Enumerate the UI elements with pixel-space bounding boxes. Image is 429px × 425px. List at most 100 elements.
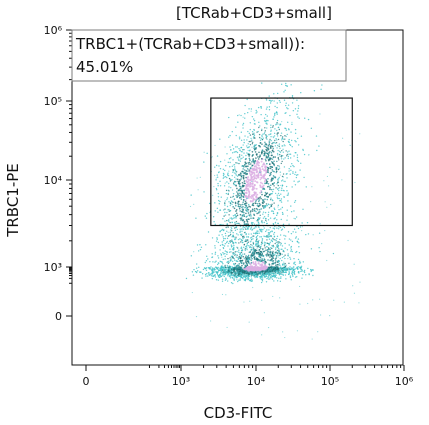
event-point-pop-2 <box>224 264 226 267</box>
event-point-pop-2 <box>296 266 298 269</box>
event-point-pop-1 <box>247 143 249 145</box>
event-point-pop-1 <box>281 187 283 189</box>
event-point-pop-1 <box>264 191 267 194</box>
event-point-pop-1 <box>227 226 229 228</box>
event-point-pop-2 <box>250 261 253 264</box>
event-point-pop-1 <box>241 181 244 184</box>
event-point-pop-1 <box>273 185 275 187</box>
event-point-pop-1 <box>285 185 288 188</box>
event-point-pop-1 <box>265 195 268 198</box>
event-point-pop-2 <box>246 256 249 258</box>
event-point-pop-2 <box>278 264 281 266</box>
event-point-pop-1 <box>291 163 293 165</box>
event-point-pop-2 <box>259 217 261 219</box>
event-point-pop-1 <box>230 226 232 228</box>
event-point-pop-2 <box>297 227 300 230</box>
event-point-pop-1 <box>281 160 283 163</box>
event-point-pop-1 <box>282 138 284 140</box>
event-point-pop-1 <box>255 177 258 180</box>
event-point-pop-1 <box>229 204 231 207</box>
event-point-pop-1 <box>226 230 228 233</box>
outlier-event-point <box>191 291 193 294</box>
event-point-pop-2 <box>223 272 225 274</box>
event-point-pop-2 <box>242 225 245 228</box>
event-point-pop-1 <box>257 176 260 179</box>
event-point-pop-1 <box>228 186 230 188</box>
event-point-pop-2 <box>262 268 265 271</box>
event-point-pop-2 <box>262 255 264 257</box>
event-point-pop-2 <box>221 278 224 280</box>
y-tick-label: 10⁵ <box>44 95 62 108</box>
event-point-pop-2 <box>224 211 226 214</box>
event-point-pop-1 <box>248 161 251 164</box>
event-point-pop-1 <box>277 132 280 134</box>
event-point-pop-2 <box>219 269 221 272</box>
event-point-pop-1 <box>275 214 278 217</box>
event-point-pop-1 <box>279 123 282 126</box>
event-point-pop-1 <box>280 198 283 200</box>
event-point-pop-1 <box>251 139 253 141</box>
event-point-pop-2 <box>259 253 262 256</box>
event-point-pop-1 <box>243 211 245 214</box>
event-point-pop-1 <box>281 137 284 140</box>
event-point-pop-1 <box>235 178 237 180</box>
event-point-pop-1 <box>260 176 263 179</box>
event-point-pop-2 <box>279 238 281 241</box>
outlier-event-point <box>359 133 361 135</box>
event-point-pop-2 <box>228 270 231 273</box>
event-point-pop-2 <box>285 278 287 280</box>
outlier-event-point <box>203 151 205 153</box>
outlier-event-point <box>338 168 340 170</box>
event-point-pop-1 <box>279 151 282 153</box>
event-point-pop-1 <box>265 120 267 122</box>
event-point-pop-1 <box>262 137 264 139</box>
event-point-pop-2 <box>271 240 273 242</box>
event-point-pop-2 <box>256 251 258 254</box>
event-point-pop-1 <box>248 205 250 208</box>
event-point-pop-1 <box>235 212 238 215</box>
event-point-pop-1 <box>252 160 255 162</box>
event-point-pop-1 <box>219 209 222 211</box>
event-point-pop-2 <box>290 239 292 241</box>
event-point-pop-1 <box>253 168 256 171</box>
event-point-pop-2 <box>295 231 297 233</box>
event-point-pop-1 <box>291 95 294 97</box>
event-point-pop-1 <box>251 115 254 118</box>
event-point-pop-1 <box>269 165 272 168</box>
event-point-pop-1 <box>236 178 239 181</box>
event-point-pop-2 <box>284 254 286 256</box>
event-point-pop-1 <box>234 166 236 168</box>
event-point-pop-1 <box>294 173 296 176</box>
event-point-pop-2 <box>219 244 222 247</box>
event-point-pop-2 <box>239 231 241 234</box>
y-tick-label: 0 <box>55 310 62 323</box>
event-point-pop-1 <box>265 159 267 162</box>
event-point-pop-2 <box>196 244 199 246</box>
outlier-event-point <box>284 336 286 339</box>
event-point-pop-2 <box>268 243 270 246</box>
event-point-pop-1 <box>214 251 217 254</box>
event-point-pop-1 <box>243 235 245 237</box>
event-point-pop-1 <box>190 255 193 257</box>
event-point-pop-1 <box>245 189 248 192</box>
event-point-pop-1 <box>294 184 297 186</box>
event-point-pop-2 <box>290 232 293 235</box>
event-point-pop-1 <box>251 167 254 170</box>
event-point-pop-1 <box>223 215 225 217</box>
event-point-pop-2 <box>197 250 200 252</box>
event-point-pop-2 <box>231 255 234 257</box>
event-point-pop-1 <box>237 114 239 117</box>
event-point-pop-1 <box>224 232 227 235</box>
event-point-pop-1 <box>282 148 284 150</box>
event-point-pop-1 <box>296 154 299 156</box>
event-point-pop-1 <box>261 186 264 189</box>
event-point-pop-2 <box>264 262 266 265</box>
event-point-pop-2 <box>245 233 247 235</box>
event-point-pop-2 <box>237 258 240 260</box>
event-point-pop-2 <box>235 273 238 275</box>
event-point-pop-1 <box>287 157 289 160</box>
trbc1-positive-gate[interactable] <box>210 97 353 227</box>
event-point-pop-2 <box>279 254 281 256</box>
event-point-pop-2 <box>305 274 307 276</box>
event-point-pop-2 <box>297 258 300 261</box>
